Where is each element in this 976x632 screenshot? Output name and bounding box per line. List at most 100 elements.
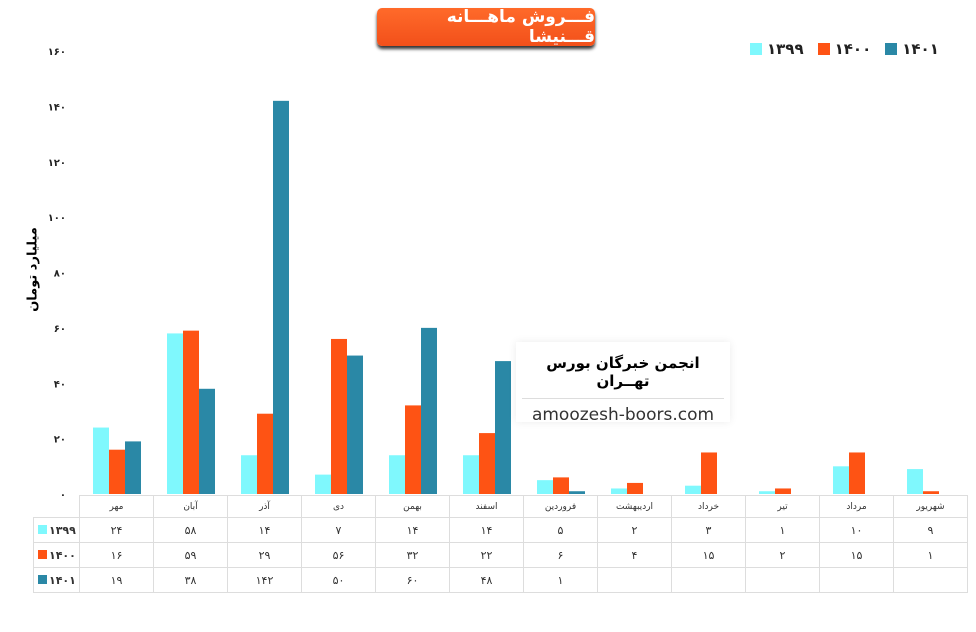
table-header-cell: خرداد [671,495,746,518]
bar [389,455,405,494]
bar [421,327,437,494]
bar [907,469,923,494]
row-swatch [38,574,47,584]
row-label-text: ۱۴۰۰ [49,548,76,562]
table-header-cell: آبان [153,495,228,518]
table-cell: ۵۰ [301,567,376,593]
bar [109,449,125,494]
bar [405,405,421,494]
table-row: ۱۴۰۱ ۱۹ ۳۸ ۱۴۲ ۵۰ ۶۰ ۴۸ ۱ [33,567,968,593]
table-cell: ۶۰ [375,567,450,593]
table-header-cell: اسفند [449,495,524,518]
table-cell: ۷ [301,517,376,543]
table-cell: ۱۰ [819,517,894,543]
bar [331,338,347,494]
bar [347,355,363,494]
table-header-cell: آذر [227,495,302,518]
table-cell: ۲۴ [79,517,154,543]
bar [685,485,701,494]
bar [183,330,199,494]
legend-item: ۱۴۰۱ [885,40,939,58]
table-header-cell: بهمن [375,495,450,518]
table-header-cell: اردیبهشت [597,495,672,518]
table-cell: ۹ [893,517,968,543]
table-cell [893,567,968,593]
data-table: مهر آبان آذر دی بهمن اسفند فروردین اردیبهشت خردا… [33,495,968,593]
y-tick-label: ۶۰ [54,324,66,335]
table-cell: ۱۴ [375,517,450,543]
table-cell: ۱۵ [819,542,894,568]
bar [241,455,257,494]
bar [479,433,495,494]
table-cell: ۱ [745,517,820,543]
row-label-text: ۱۴۰۱ [49,573,76,587]
y-tick-label: ۱۴۰ [48,102,66,113]
table-cell: ۳۲ [375,542,450,568]
table-cell [819,567,894,593]
bar [775,488,791,494]
table-cell: ۱۴ [449,517,524,543]
chart-title: فـــروش ماهـــانه قـــنیشا [377,7,595,47]
y-tick-label: ۲۰ [54,435,66,446]
table-cell [597,567,672,593]
row-swatch [38,524,47,534]
table-cell: ۵۶ [301,542,376,568]
bar [833,466,849,494]
bar [495,361,511,494]
table-cell: ۱ [893,542,968,568]
legend-label: ۱۴۰۱ [902,40,939,58]
table-corner [33,495,80,518]
row-label-text: ۱۳۹۹ [49,523,76,537]
bar [537,480,553,494]
legend-item: ۱۳۹۹ [750,40,804,58]
table-cell: ۲ [597,517,672,543]
bar [257,413,273,494]
y-tick-label: ۱۲۰ [48,158,66,169]
table-cell: ۱۶ [79,542,154,568]
bar [701,452,717,494]
table-cell: ۱۵ [671,542,746,568]
bar [553,477,569,494]
legend-swatch [750,43,762,55]
row-label: ۱۴۰۱ [33,567,80,593]
bar [199,388,215,494]
table-cell: ۱۹ [79,567,154,593]
table-cell: ۲ [745,542,820,568]
table-cell: ۲۲ [449,542,524,568]
bar [167,333,183,494]
table-cell: ۳۸ [153,567,228,593]
table-header-cell: شهریور [893,495,968,518]
table-cell [745,567,820,593]
bar [569,491,585,494]
watermark-name: انجمن خبرگان بورس تهــران [522,354,724,399]
legend-swatch [817,43,830,55]
table-cell [671,567,746,593]
bar [923,491,939,494]
bar [273,100,289,495]
bar [627,482,643,494]
table-cell: ۴ [597,542,672,568]
watermark-url: amoozesh-boors.com [531,405,715,425]
table-header-cell: تیر [745,495,820,518]
legend-item: ۱۴۰۰ [817,40,871,58]
y-tick-label: ۴۰ [54,379,66,390]
table-row: ۱۳۹۹ ۲۴ ۵۸ ۱۴ ۷ ۱۴ ۱۴ ۵ ۲ ۳ ۱ ۱۰ ۹ [33,517,968,543]
bar [759,491,775,494]
table-cell: ۵۸ [153,517,228,543]
bar [93,427,109,494]
table-cell: ۲۹ [227,542,302,568]
bar [315,474,331,494]
table-cell: ۵ [523,517,598,543]
y-tick-label: ۱۶۰ [48,47,66,58]
row-swatch [38,549,47,559]
table-header-cell: فروردین [523,495,598,518]
y-tick-label: ۸۰ [54,269,66,280]
bar [611,488,627,494]
table-cell: ۱۴۲ [227,567,302,593]
legend-swatch [885,43,898,55]
table-cell: ۱۴ [227,517,302,543]
legend-label: ۱۳۹۹ [767,40,804,58]
table-cell: ۳ [671,517,746,543]
table-header-cell: مرداد [819,495,894,518]
